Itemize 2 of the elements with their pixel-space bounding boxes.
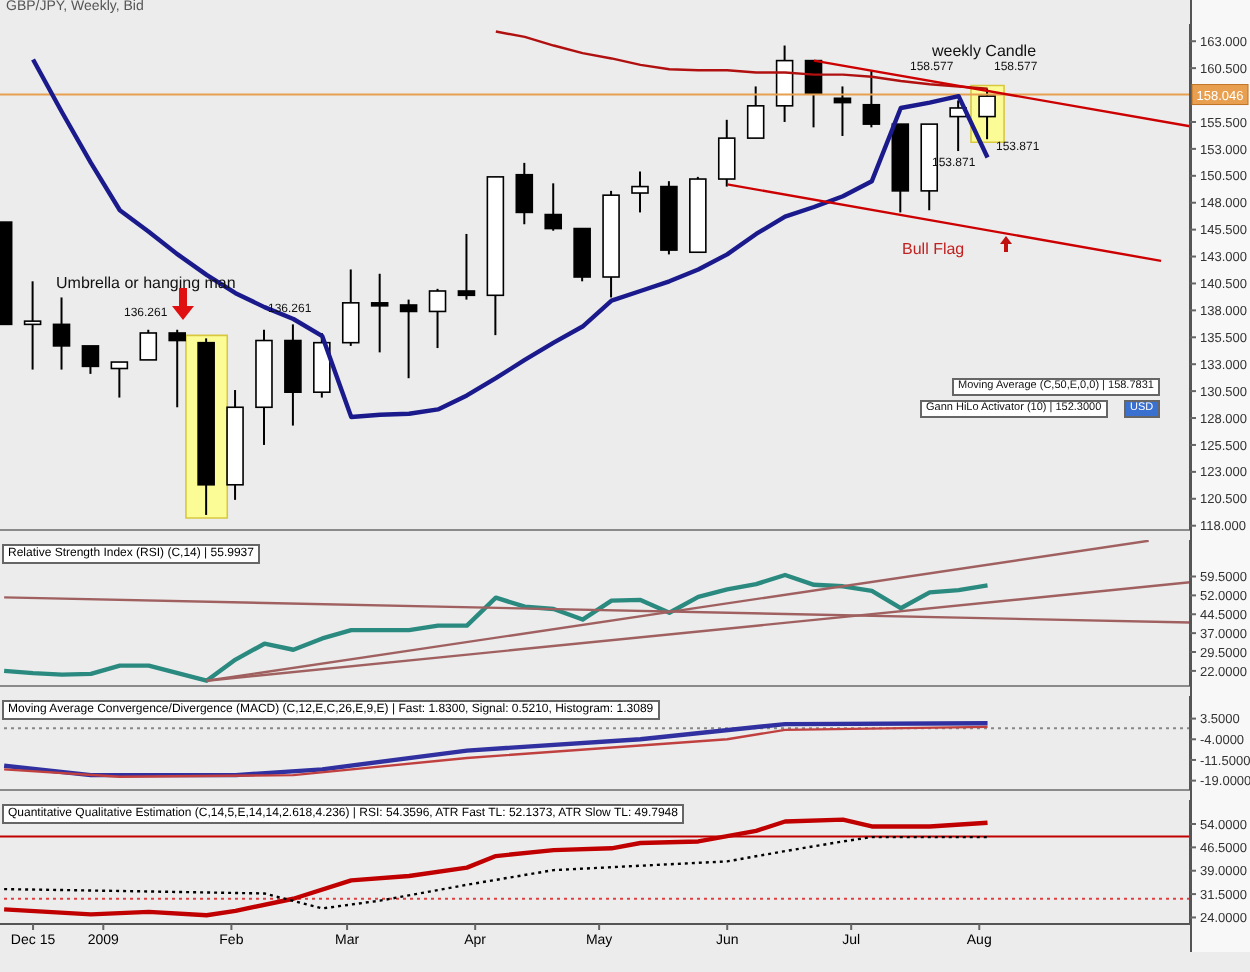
annotation: Bull Flag	[902, 240, 965, 258]
annotation: weekly Candle	[932, 42, 1037, 60]
